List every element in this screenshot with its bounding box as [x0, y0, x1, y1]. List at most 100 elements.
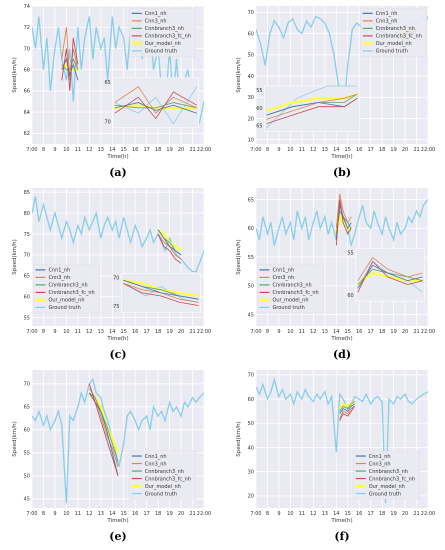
x-tick-label: 18 — [155, 147, 161, 153]
series-line-cnnbranch3-fc-nh — [335, 199, 352, 246]
legend-label: Cnnbranch3_fc_nh — [145, 34, 191, 40]
series-group — [256, 377, 428, 504]
y-tick-label: 50 — [24, 474, 30, 480]
y-tick-label: 50 — [248, 53, 254, 59]
inset-line — [114, 91, 197, 120]
inset-lines — [114, 86, 198, 125]
legend-label: Cnnbranch3_nh — [376, 26, 415, 32]
x-axis-label: Time(h) — [106, 154, 128, 160]
series-line-cnnbranch3-fc-nh — [339, 406, 355, 421]
x-tick-label: 7:00 — [26, 329, 37, 335]
x-tick-label: 8 — [266, 511, 269, 517]
legend-label: Cnnbranch3_nh — [145, 469, 184, 475]
inset-line — [114, 86, 198, 125]
x-tick-label: 15 — [345, 511, 351, 517]
legend-label: Cnn1_nh — [272, 268, 294, 274]
legend-label: Cnnbranch3_fc_nh — [272, 290, 318, 296]
legend-label: Cnnbranch3_fc_nh — [48, 290, 94, 296]
legend-label: Cnn1_nh — [48, 268, 70, 274]
series-line-cnnbranch3-nh — [339, 401, 355, 412]
x-tick-label: 22:00 — [421, 511, 435, 517]
y-tick-label: 10 — [248, 138, 254, 144]
inset-line — [357, 260, 423, 293]
x-tick-label: 7:00 — [26, 511, 37, 517]
inset-line — [357, 257, 423, 281]
x-tick-label: 22:00 — [197, 329, 211, 335]
y-axis-label: Speed(km/h) — [12, 57, 18, 92]
inset-tick-label: 75 — [113, 304, 119, 310]
x-tick-label: 18 — [379, 329, 385, 335]
chart-panel-2: 10 20 30 40 50 60 70 7:00 8 9 10 11 12 13 14 15 16 17 18 19… — [236, 6, 435, 179]
x-tick-label: 12 — [310, 329, 316, 335]
x-tick-label: 18 — [155, 511, 161, 517]
inset-lines — [266, 85, 358, 129]
y-tick-label: 68 — [24, 67, 30, 73]
series-line-cnnbranch3-fc-nh — [88, 383, 119, 476]
x-tick-label: 11 — [75, 147, 81, 153]
x-tick-label: 15 — [121, 147, 127, 153]
x-tick-label: 18 — [379, 511, 385, 517]
x-tick-label: 15 — [345, 329, 351, 335]
y-axis-label: Speed(km/h) — [236, 239, 242, 274]
x-tick-label: 12 — [310, 511, 316, 517]
x-tick-label: 7:00 — [250, 147, 261, 153]
x-tick-label: 13 — [322, 147, 328, 153]
x-tick-label: 9 — [277, 147, 280, 153]
y-tick-label: 80 — [24, 211, 30, 217]
legend-label: Cnn3_nh — [369, 461, 391, 467]
y-tick-label: 20 — [248, 494, 254, 500]
x-tick-label: 16 — [132, 147, 138, 153]
series-line-cnnbranch3-fc-nh — [157, 233, 182, 264]
y-tick-label: 75 — [24, 232, 30, 238]
x-tick-label: 21 — [413, 329, 419, 335]
legend-label: Cnn3_nh — [48, 275, 70, 281]
x-axis-label: Time(h) — [330, 336, 352, 342]
chart-panel-4: 45 50 55 60 65 7:00 8 9 10 11 12 13 14 15 16 17 18 19 20 21… — [236, 188, 435, 361]
x-tick-label: 22:00 — [197, 511, 211, 517]
x-tick-label: 9 — [53, 147, 56, 153]
y-tick-label: 65 — [248, 197, 254, 203]
legend-box — [257, 264, 324, 314]
panel-caption: (f) — [334, 530, 349, 543]
x-tick-label: 15 — [121, 329, 127, 335]
y-axis-label: Speed(km/h) — [12, 421, 18, 456]
legend-box — [33, 264, 100, 314]
x-tick-label: 10 — [63, 329, 69, 335]
y-tick-label: 65 — [24, 405, 30, 411]
legend-label: Cnn3_nh — [376, 19, 398, 25]
series-line-cnn3-nh — [88, 388, 119, 467]
series-line-cnn1-nh — [61, 57, 79, 81]
x-tick-label: 14 — [109, 147, 115, 153]
y-tick-label: 40 — [248, 74, 254, 80]
inset-line — [123, 283, 199, 306]
inset-tick-label: 65 — [104, 80, 110, 86]
series-line-cnn1-nh — [157, 229, 182, 256]
x-axis-label: Time(h) — [106, 336, 128, 342]
x-tick-label: 12 — [310, 147, 316, 153]
series-line-cnn3-nh — [335, 193, 352, 229]
legend-label: Our_model_nh — [145, 41, 181, 47]
x-tick-label: 13 — [98, 329, 104, 335]
x-tick-label: 14 — [333, 511, 339, 517]
x-tick-label: 17 — [143, 511, 149, 517]
inset-line — [266, 97, 358, 124]
x-tick-label: 19 — [390, 147, 396, 153]
y-tick-label: 50 — [248, 421, 254, 427]
y-tick-label: 55 — [24, 451, 30, 457]
x-tick-label: 13 — [322, 329, 328, 335]
x-tick-label: 17 — [143, 147, 149, 153]
legend-label: Ground truth — [272, 305, 304, 311]
x-axis-label: Time(h) — [330, 518, 352, 524]
x-tick-label: 21 — [189, 329, 195, 335]
series-line-cnn1-nh — [339, 403, 355, 414]
y-tick-label: 70 — [248, 10, 254, 16]
x-tick-label: 8 — [266, 147, 269, 153]
x-tick-label: 21 — [413, 147, 419, 153]
legend-box — [129, 8, 196, 57]
x-tick-label: 9 — [53, 511, 56, 517]
inset-line — [114, 86, 197, 114]
y-tick-label: 70 — [24, 253, 30, 259]
series-group — [32, 196, 204, 273]
x-tick-label: 20 — [402, 329, 408, 335]
legend-label: Ground truth — [145, 49, 177, 55]
